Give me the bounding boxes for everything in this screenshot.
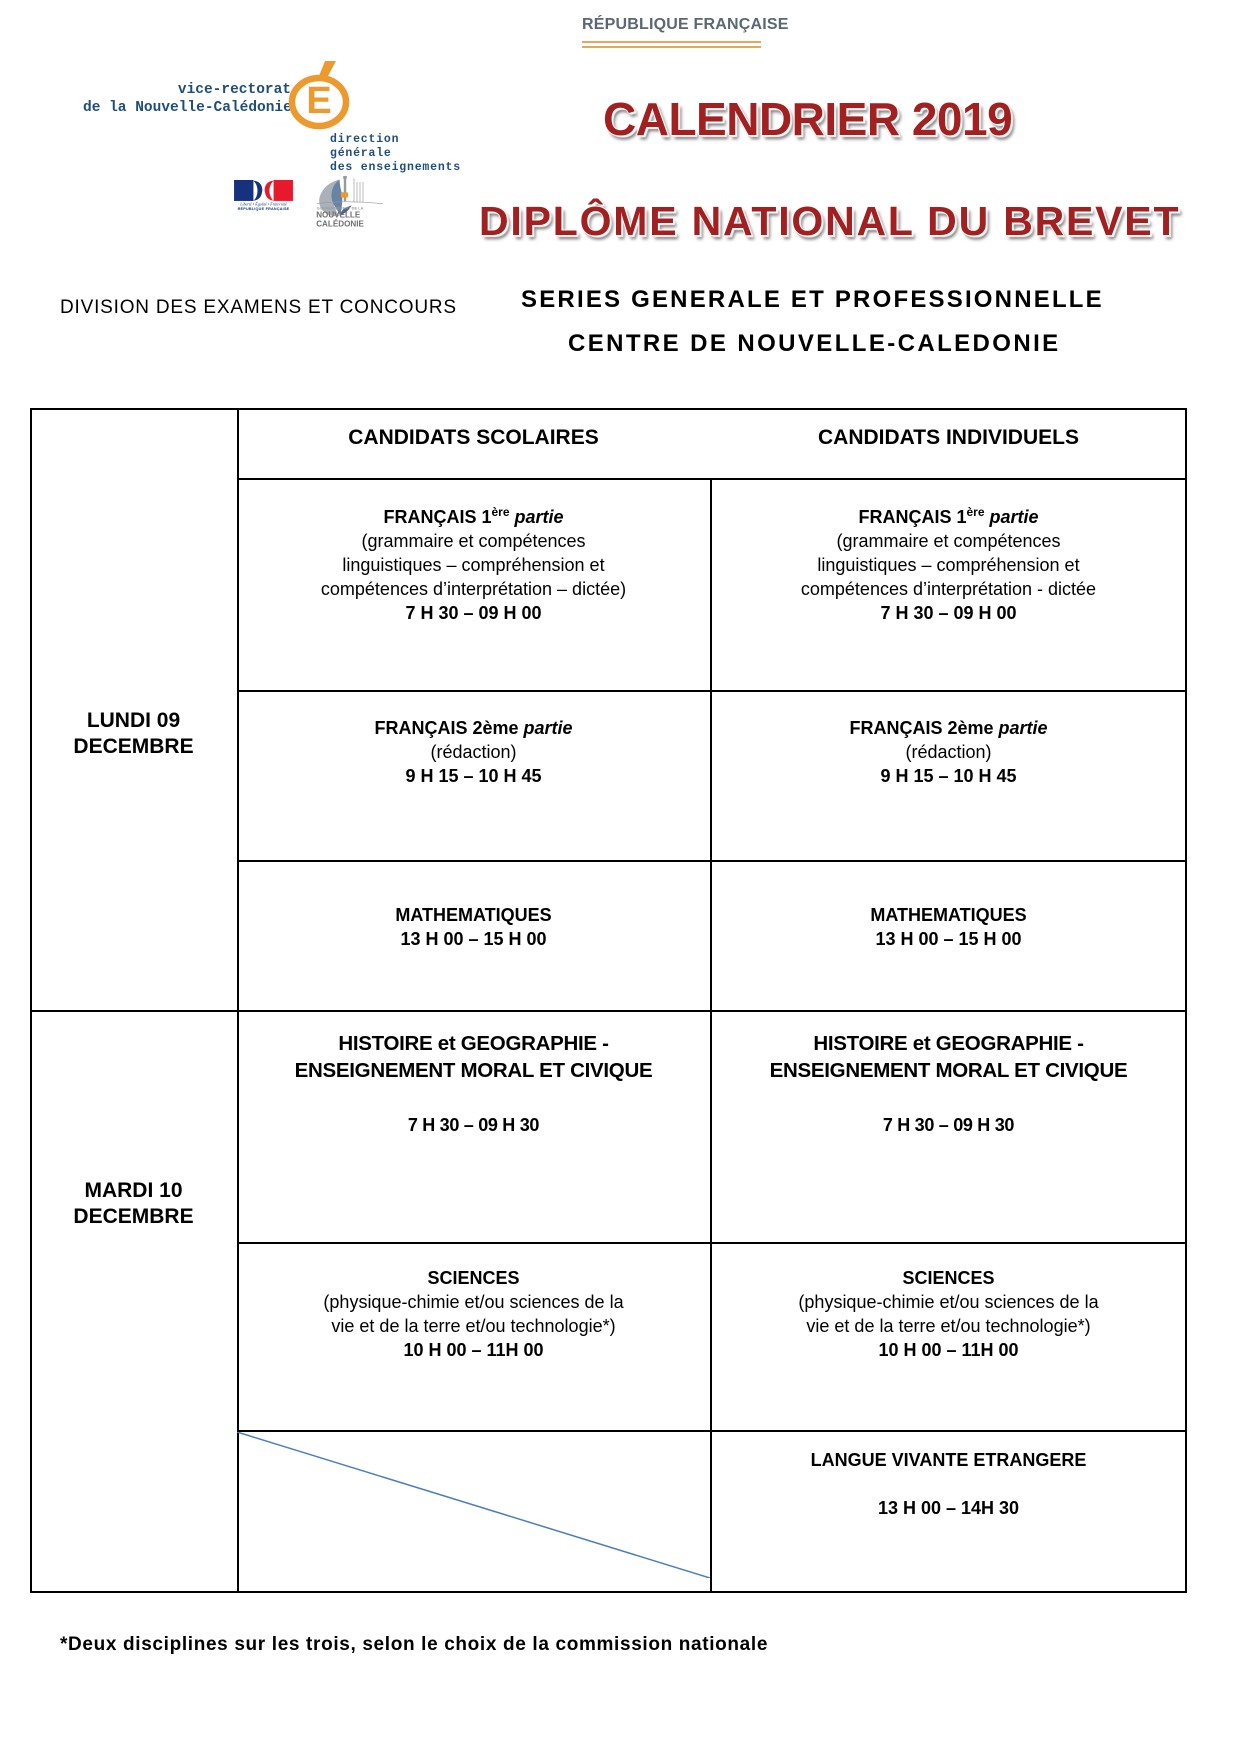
svg-text:CALÉDONIE: CALÉDONIE bbox=[316, 219, 364, 228]
svg-text:E: E bbox=[306, 80, 331, 122]
svg-text:NOUVELLE: NOUVELLE bbox=[316, 210, 361, 219]
svg-text:Liberté • Égalité • Fraternité: Liberté • Égalité • Fraternité bbox=[239, 202, 287, 207]
svg-text:RÉPUBLIQUE FRANÇAISE: RÉPUBLIQUE FRANÇAISE bbox=[238, 206, 290, 211]
